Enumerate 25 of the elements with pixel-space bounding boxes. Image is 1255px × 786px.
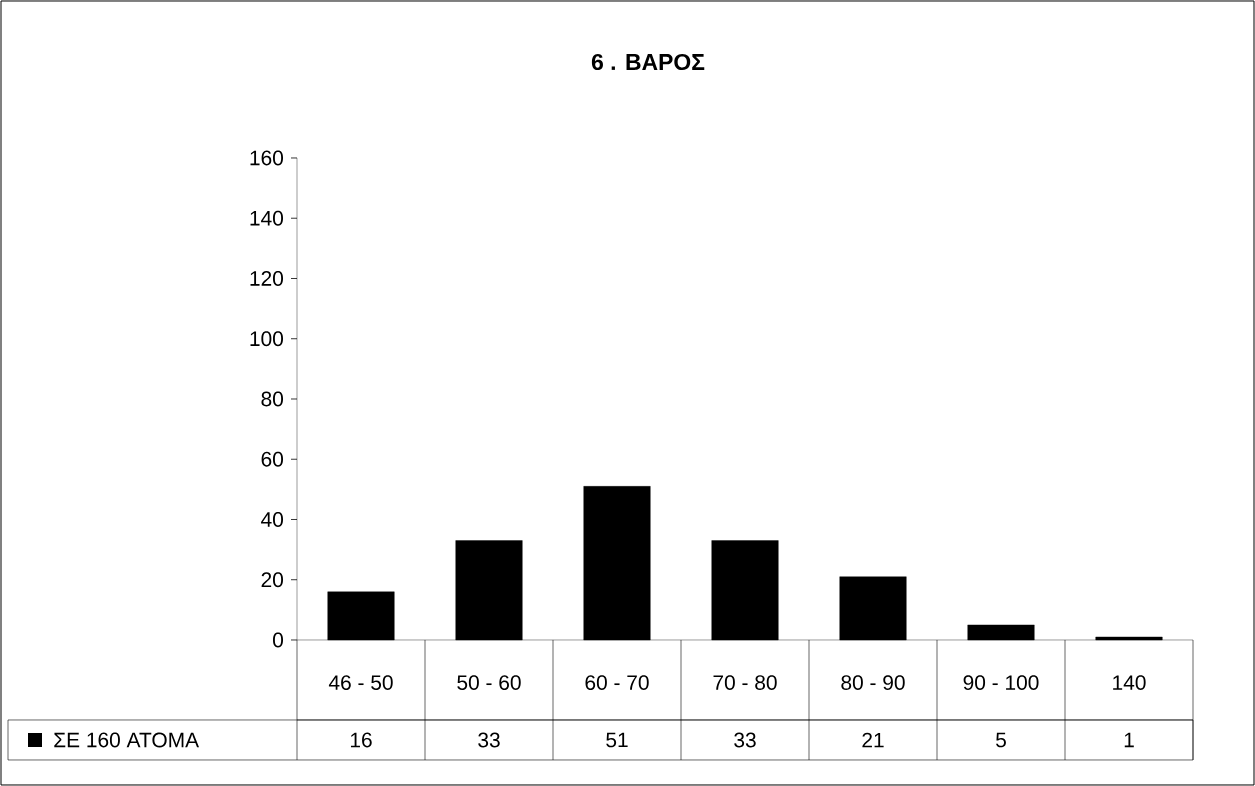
y-tick-label: 80 <box>261 391 284 407</box>
y-tick-label: 100 <box>250 331 284 347</box>
x-tick-label: 80 - 90 <box>841 675 905 690</box>
x-tick-label: 60 - 70 <box>585 675 649 690</box>
x-tick-label: 46 - 50 <box>328 675 393 690</box>
legend-label: ΣΕ 160 ΑΤΟΜΑ <box>54 732 200 748</box>
data-label: 21 <box>862 732 884 748</box>
data-label: 5 <box>996 732 1006 748</box>
data-label: 33 <box>734 732 756 748</box>
y-tick-label: 20 <box>261 572 284 588</box>
data-label: 1 <box>1124 732 1134 748</box>
x-tick-label: 140 <box>1113 675 1146 690</box>
x-tick-label: 50 - 60 <box>457 675 521 690</box>
data-label: 33 <box>478 732 500 748</box>
y-tick-label: 160 <box>250 150 284 166</box>
y-tick-label: 40 <box>261 512 284 527</box>
data-label: 51 <box>606 732 628 748</box>
x-tick-label: 90 - 100 <box>963 675 1039 690</box>
chart-title: 6 . ΒΑΡΟΣ <box>591 53 705 71</box>
x-tick-label: 70 - 80 <box>713 675 777 690</box>
y-tick-label: 60 <box>261 451 284 467</box>
y-tick-label: 140 <box>250 210 284 226</box>
y-tick-label: 120 <box>250 271 284 286</box>
y-tick-label: 0 <box>273 632 284 648</box>
data-label: 16 <box>350 732 372 748</box>
